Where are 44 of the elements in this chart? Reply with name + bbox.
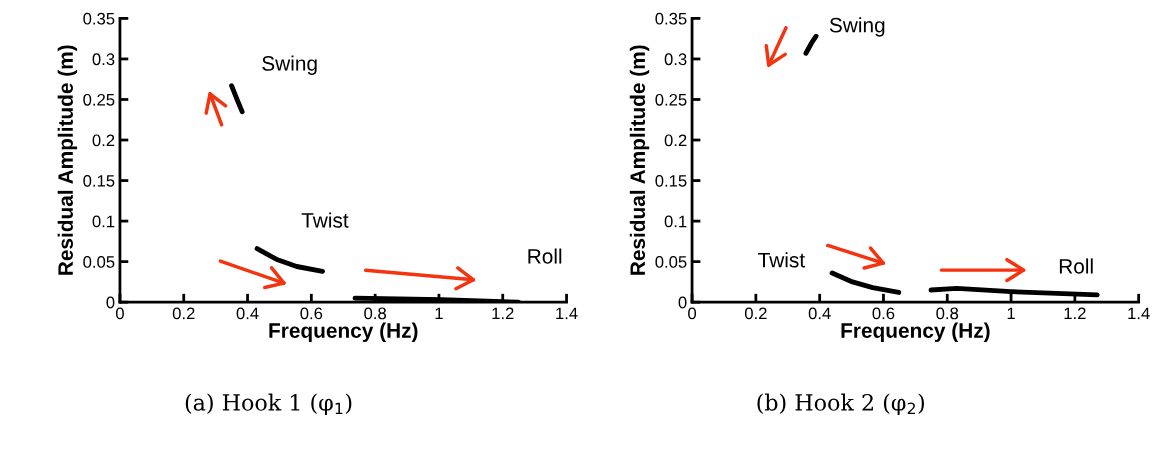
series-label: Twist [301,212,349,228]
y-axis-title: Residual Amplitude (m) [629,45,650,275]
x-tick-label: 1.2 [1064,307,1086,320]
x-tick-label: 0.8 [936,307,959,320]
y-tick-label: 0.1 [92,215,115,228]
x-axis-title: Frequency (Hz) [841,322,990,342]
y-tick-label: 0.15 [83,174,115,187]
y-axis-title: Residual Amplitude (m) [57,45,78,275]
x-tick-label: 1.4 [556,307,578,320]
x-tick-label: 0 [688,307,697,320]
y-tick-label: 0.05 [655,256,687,268]
y-tick-label: 0.05 [83,256,115,268]
x-tick-label: 1.2 [492,307,514,320]
text: (b) Hook 2 (φ$_{2}$) [757,393,925,416]
series-label: Roll [528,248,562,264]
y-tick-label: 0.25 [83,93,115,106]
series-label: Swing [262,55,317,75]
y-tick-label: 0 [678,296,687,309]
y-tick-label: 0.25 [655,93,687,106]
y-tick-label: 0.35 [83,12,115,25]
y-tick-label: 0.35 [655,12,687,25]
x-tick-label: 0.8 [364,307,386,320]
series-label: Twist [758,252,805,268]
y-tick-label: 0.15 [655,174,687,187]
x-axis-title: Frequency (Hz) [269,322,418,342]
x-tick-label: 0 [115,307,124,320]
x-tick-label: 0.2 [744,307,767,320]
x-tick-label: 1.4 [1128,307,1150,320]
y-tick-label: 0.3 [92,53,115,66]
series-label: Swing [829,17,885,37]
x-tick-label: 1 [1007,307,1015,320]
y-tick-label: 0.3 [664,53,687,66]
series-label: Roll [1059,258,1093,274]
x-tick-label: 0.6 [300,307,323,320]
x-tick-label: 0.2 [172,307,195,320]
y-tick-label: 0.2 [92,134,115,147]
x-tick-label: 0.4 [808,307,831,320]
text: (a) Hook 1 (φ$_{1}$) [185,393,352,416]
y-tick-label: 0 [106,296,115,309]
y-tick-label: 0.2 [664,134,687,147]
x-tick-label: 0.6 [872,307,895,320]
x-tick-label: 1 [435,307,443,320]
y-tick-label: 0.1 [664,215,687,228]
x-tick-label: 0.4 [236,307,259,320]
